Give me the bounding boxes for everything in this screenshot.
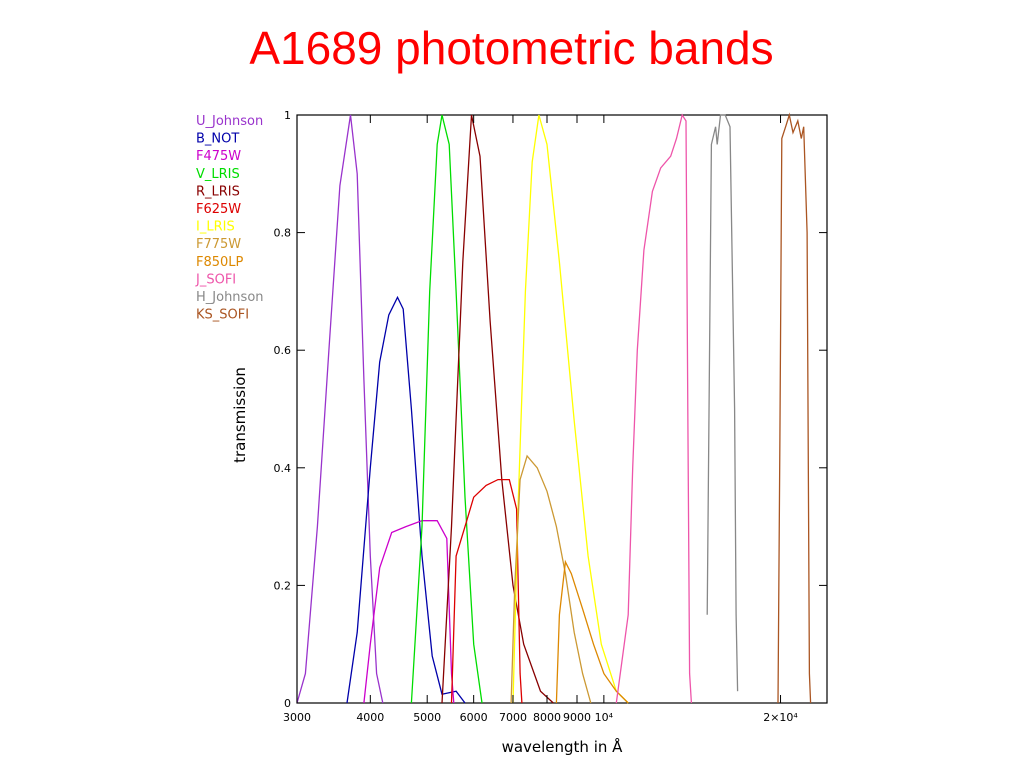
x-tick-label: 6000 (460, 711, 488, 724)
y-tick-label: 0.2 (274, 579, 292, 592)
legend-entry-ks-sofi: KS_SOFI (196, 308, 249, 323)
series-line-h-johnson (706, 114, 739, 692)
y-axis: 0 0.2 0.4 0.6 0.8 1 (274, 109, 827, 710)
y-axis-label: transmission (231, 367, 249, 463)
series-line-u-johnson (296, 114, 384, 704)
series-line-v-lris (410, 114, 483, 704)
slide-title: A1689 photometric bands (249, 22, 774, 74)
legend-entry-b-not: B_NOT (196, 132, 239, 147)
series-group (296, 112, 812, 704)
x-tick-label: 4000 (356, 711, 384, 724)
series-line-f775w (510, 454, 592, 704)
series-line-b-not (346, 295, 466, 704)
legend-entry-f850lp: F850LP (196, 255, 244, 270)
legend-entry-f475w: F475W (196, 149, 241, 164)
legend-entry-f775w: F775W (196, 237, 241, 252)
series-line-i-lris (512, 114, 629, 704)
y-tick-label: 1 (284, 109, 291, 122)
x-tick-label: 8000 (533, 711, 561, 724)
legend: U_Johnson B_NOT F475W V_LRIS R_LRIS F625W I_LR… (195, 114, 264, 323)
legend-entry-v-lris: V_LRIS (196, 167, 240, 182)
series-line-f625w (450, 478, 523, 704)
legend-entry-j-sofi: J_SOFI (195, 272, 236, 287)
series-line-ks-sofi (777, 112, 812, 704)
legend-entry-i-lris: I_LRIS (196, 220, 235, 235)
legend-entry-f625w: F625W (196, 202, 241, 217)
y-tick-label: 0.8 (274, 227, 292, 240)
x-tick-label: 3000 (283, 711, 311, 724)
x-tick-label: 7000 (499, 711, 527, 724)
series-line-f475w (363, 520, 455, 704)
legend-entry-u-johnson: U_Johnson (196, 114, 263, 129)
legend-entry-h-johnson: H_Johnson (196, 290, 264, 305)
series-line-f850lp (555, 559, 629, 704)
x-tick-label: 9000 (563, 711, 591, 724)
plot-frame (296, 114, 828, 704)
legend-entry-r-lris: R_LRIS (196, 184, 240, 199)
x-axis: 3000 4000 5000 6000 7000 8000 9000 10⁴ 2×10⁴ (283, 115, 798, 724)
y-tick-label: 0 (284, 697, 291, 710)
x-tick-label: 5000 (413, 711, 441, 724)
x-axis-label: wavelength in Å (502, 737, 624, 756)
x-tick-label: 2×10⁴ (763, 711, 798, 724)
x-tick-label: 10⁴ (595, 711, 614, 724)
series-line-j-sofi (615, 113, 693, 704)
y-tick-label: 0.6 (274, 344, 292, 357)
y-tick-label: 0.4 (274, 462, 292, 475)
series-line-r-lris (441, 114, 554, 704)
